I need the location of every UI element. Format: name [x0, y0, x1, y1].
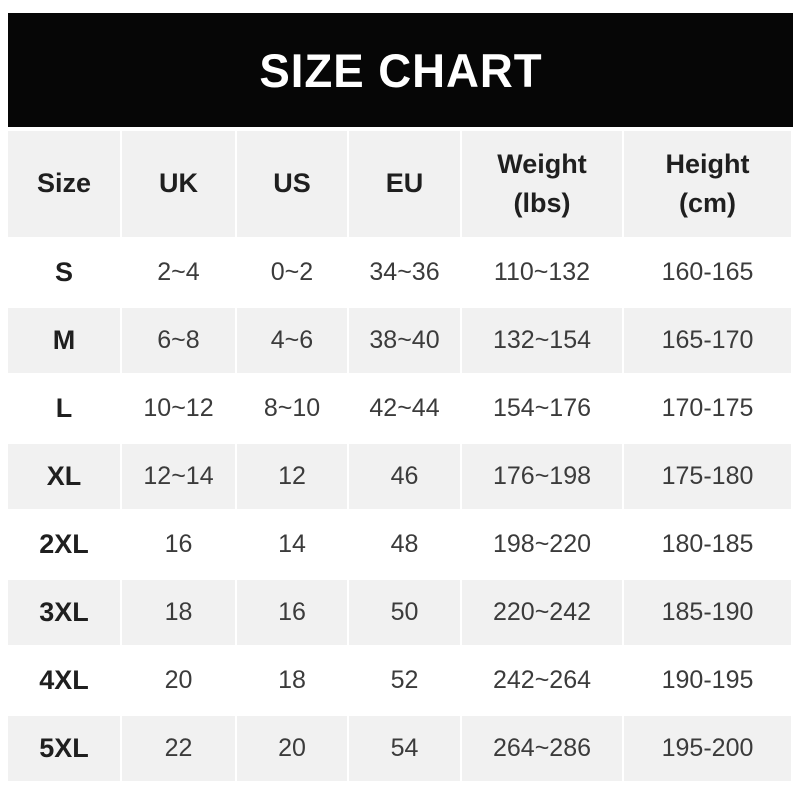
cell-us: 14 [237, 512, 347, 577]
cell-size: M [8, 308, 120, 373]
column-header-weight-line1: Weight [497, 148, 587, 179]
cell-size: 2XL [8, 512, 120, 577]
cell-uk: 10~12 [122, 376, 235, 441]
cell-uk: 12~14 [122, 444, 235, 509]
cell-weight: 176~198 [462, 444, 622, 509]
cell-uk: 6~8 [122, 308, 235, 373]
cell-uk: 20 [122, 648, 235, 713]
cell-size: 5XL [8, 716, 120, 781]
column-header-weight-line2: (lbs) [513, 188, 571, 218]
column-header-weight: Weight (lbs) [462, 131, 622, 237]
column-header-us: US [237, 131, 347, 237]
column-header-uk-label: UK [159, 168, 198, 199]
header-row: Size UK US EU Weight (lbs) Height (cm) [8, 131, 791, 237]
cell-eu: 50 [349, 580, 460, 645]
cell-eu: 52 [349, 648, 460, 713]
cell-size: L [8, 376, 120, 441]
cell-height: 175-180 [624, 444, 791, 509]
cell-height: 180-185 [624, 512, 791, 577]
table-row-5xl: 5XL 22 20 54 264~286 195-200 [8, 716, 791, 781]
table-row-m: M 6~8 4~6 38~40 132~154 165-170 [8, 308, 791, 373]
column-header-height: Height (cm) [624, 131, 791, 237]
cell-eu: 34~36 [349, 240, 460, 305]
cell-us: 12 [237, 444, 347, 509]
cell-weight: 110~132 [462, 240, 622, 305]
table-row-xl: XL 12~14 12 46 176~198 175-180 [8, 444, 791, 509]
size-chart-page: SIZE CHART Size UK US EU [0, 13, 800, 800]
cell-uk: 2~4 [122, 240, 235, 305]
title-banner: SIZE CHART [8, 13, 793, 127]
cell-us: 20 [237, 716, 347, 781]
cell-height: 170-175 [624, 376, 791, 441]
column-header-size-label: Size [36, 168, 92, 199]
cell-weight: 132~154 [462, 308, 622, 373]
cell-height: 185-190 [624, 580, 791, 645]
cell-uk: 18 [122, 580, 235, 645]
cell-size: S [8, 240, 120, 305]
table-row-l: L 10~12 8~10 42~44 154~176 170-175 [8, 376, 791, 441]
cell-weight: 198~220 [462, 512, 622, 577]
cell-height: 160-165 [624, 240, 791, 305]
cell-weight: 154~176 [462, 376, 622, 441]
cell-height: 190-195 [624, 648, 791, 713]
cell-eu: 46 [349, 444, 460, 509]
column-header-eu: EU [349, 131, 460, 237]
cell-weight: 220~242 [462, 580, 622, 645]
cell-size: 3XL [8, 580, 120, 645]
cell-uk: 22 [122, 716, 235, 781]
table-row-s: S 2~4 0~2 34~36 110~132 160-165 [8, 240, 791, 305]
cell-eu: 38~40 [349, 308, 460, 373]
cell-us: 8~10 [237, 376, 347, 441]
column-header-height-line2: (cm) [678, 188, 736, 218]
cell-weight: 264~286 [462, 716, 622, 781]
column-header-height-line1: Height [665, 148, 750, 179]
size-chart-table: Size UK US EU Weight (lbs) Height (cm) [6, 128, 793, 784]
cell-size: XL [8, 444, 120, 509]
table-row-4xl: 4XL 20 18 52 242~264 190-195 [8, 648, 791, 713]
cell-eu: 54 [349, 716, 460, 781]
cell-us: 16 [237, 580, 347, 645]
cell-eu: 42~44 [349, 376, 460, 441]
cell-us: 18 [237, 648, 347, 713]
cell-uk: 16 [122, 512, 235, 577]
column-header-us-label: US [273, 168, 311, 199]
cell-size: 4XL [8, 648, 120, 713]
cell-height: 165-170 [624, 308, 791, 373]
page-title: SIZE CHART [258, 43, 543, 97]
table-row-2xl: 2XL 16 14 48 198~220 180-185 [8, 512, 791, 577]
table-row-3xl: 3XL 18 16 50 220~242 185-190 [8, 580, 791, 645]
cell-weight: 242~264 [462, 648, 622, 713]
cell-height: 195-200 [624, 716, 791, 781]
cell-us: 0~2 [237, 240, 347, 305]
cell-eu: 48 [349, 512, 460, 577]
column-header-size: Size [8, 131, 120, 237]
column-header-uk: UK [122, 131, 235, 237]
cell-us: 4~6 [237, 308, 347, 373]
column-header-eu-label: EU [385, 168, 424, 199]
